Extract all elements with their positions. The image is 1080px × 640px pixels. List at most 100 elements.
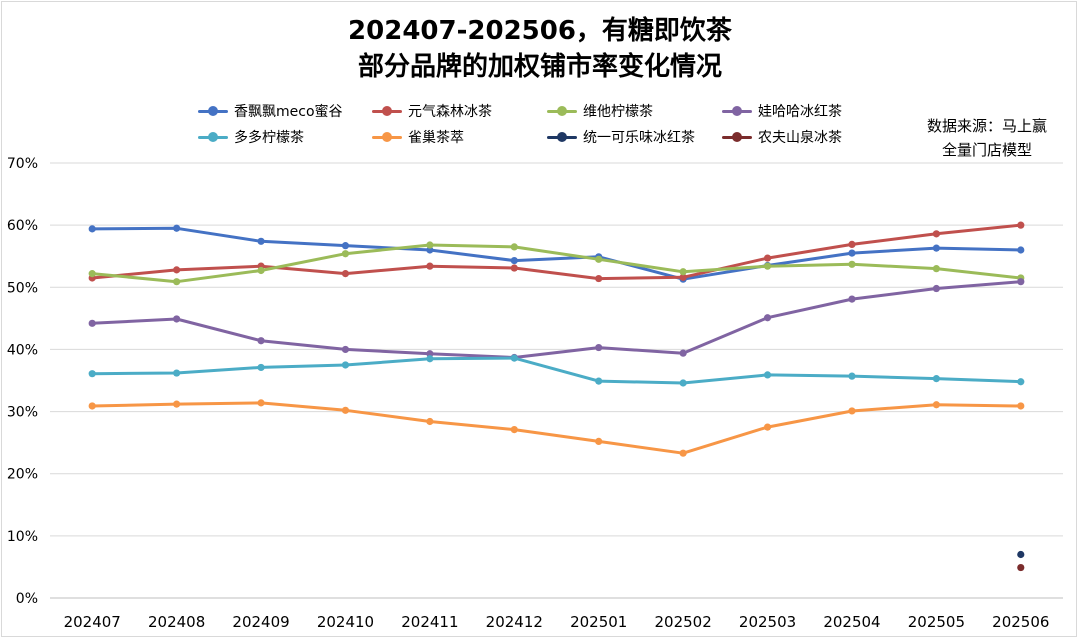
source-line-1: 数据来源：马上赢 [926,117,1047,135]
data-point [510,354,518,362]
legend-swatch-marker [557,132,567,142]
legend-swatch [370,127,404,147]
data-point [341,361,350,369]
series-line-4 [90,356,1023,385]
y-tick-label: 0% [16,591,38,607]
data-point [510,264,518,272]
data-point [173,266,181,274]
series-line-2 [90,243,1023,284]
data-point [595,274,603,283]
legend-label: 雀巢茶萃 [408,130,464,146]
data-point [173,369,181,377]
data-point [1017,550,1025,559]
data-point [1017,221,1025,229]
data-point [848,249,856,257]
legend-label: 农夫山泉冰茶 [758,130,842,146]
data-point [88,319,96,327]
data-point [848,407,856,415]
data-point [848,260,856,268]
x-tick-label: 202412 [486,613,543,631]
legend-swatch-marker [382,106,392,116]
data-point [426,355,434,363]
legend-item: 元气森林冰茶 [370,101,492,121]
x-tick-label: 202504 [823,613,880,631]
data-point [1017,378,1025,386]
data-point [932,284,940,293]
legend-item: 统一可乐味冰红茶 [545,127,695,147]
data-point [426,241,434,249]
legend-swatch-marker [382,132,392,142]
x-tick-label: 202408 [148,613,205,631]
data-source-note: 数据来源：马上赢 全量门店模型 [912,114,1062,162]
legend-swatch [720,101,754,121]
legend-label: 统一可乐味冰红茶 [583,130,695,146]
data-point [341,250,350,258]
y-tick-label: 50% [7,280,38,296]
data-point [848,295,856,303]
data-point [679,349,687,357]
data-point [932,244,940,252]
legend-swatch-marker [208,106,218,116]
legend-label: 香飘飘meco蜜谷 [234,104,343,120]
x-tick-label: 202503 [739,613,796,631]
x-tick-label: 202407 [64,613,121,631]
data-point [679,379,687,387]
data-point [173,400,181,408]
data-point [88,370,96,378]
data-point [88,270,96,278]
data-point [1017,402,1025,410]
x-tick-label: 202410 [317,613,374,631]
data-point [763,314,772,322]
data-point [848,372,856,380]
data-point [595,377,603,385]
y-tick-label: 20% [7,467,38,483]
data-point [257,266,265,275]
data-point [932,375,940,383]
y-tick-label: 40% [7,342,38,358]
data-point [341,345,350,354]
legend-swatch-marker [208,132,218,142]
data-point [679,449,687,457]
data-point [426,246,434,254]
legend-label: 娃哈哈冰红茶 [758,104,842,120]
legend-swatch-marker [557,106,567,116]
legend-item: 维他柠檬茶 [545,101,653,121]
legend-swatch [196,127,230,147]
data-point [173,278,181,286]
data-point [88,225,96,233]
data-point [1017,278,1025,286]
y-tick-label: 10% [7,529,38,545]
data-point [341,270,350,278]
data-point [763,262,772,270]
data-point [679,268,687,276]
data-point [257,399,265,407]
data-point [595,255,603,263]
data-point [763,254,772,262]
legend-label: 多多柠檬茶 [234,130,304,146]
data-point [173,315,181,323]
data-point [426,417,434,426]
legend-item: 香飘飘meco蜜谷 [196,101,343,121]
x-tick-label: 202411 [401,613,458,631]
x-tick-label: 202505 [908,613,965,631]
legend-swatch [545,101,579,121]
legend-label: 维他柠檬茶 [583,104,653,120]
legend-swatch [545,127,579,147]
legend-swatch [196,101,230,121]
legend-swatch-marker [732,132,742,142]
data-point [510,243,518,251]
data-point [341,242,350,250]
legend-item: 多多柠檬茶 [196,127,304,147]
x-tick-label: 202506 [992,613,1049,631]
data-point [510,425,518,434]
data-point [510,256,518,265]
data-point [932,230,940,238]
series-line-0 [90,226,1023,281]
chart-title: 202407-202506，有糖即饮茶 [348,16,732,46]
data-point [932,265,940,273]
legend-label: 元气森林冰茶 [408,104,492,120]
data-point [595,437,603,445]
data-point [88,402,96,410]
x-tick-label: 202409 [232,613,289,631]
